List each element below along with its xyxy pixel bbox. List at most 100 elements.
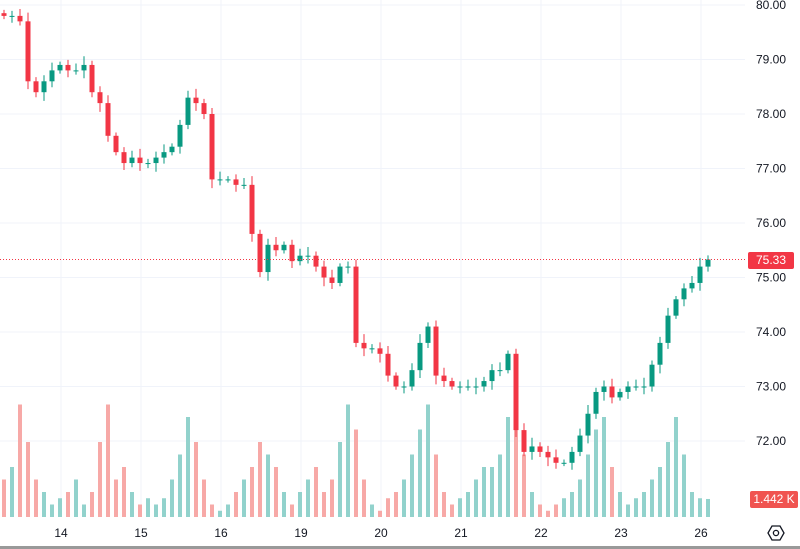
volume-bar [26,442,30,517]
volume-bar [18,404,22,517]
candle-body [489,370,495,382]
candle-body [105,103,111,136]
candle-body [561,462,567,464]
x-tick-label: 20 [374,526,388,540]
candle-body [353,266,359,343]
volume-bar [186,417,190,517]
volume-bar [578,479,582,517]
candle-body [81,64,87,71]
candle-body [1,13,7,16]
volume-bar [138,504,142,517]
candle-body [633,386,639,388]
volume-bar [554,504,558,517]
candle-body [321,266,327,278]
volume-bar [274,467,278,517]
candle-body [153,157,159,164]
volume-bar [210,504,214,517]
volume-bar [10,467,14,517]
volume-bar [394,492,398,517]
candle-body [9,15,15,17]
candle-body [585,413,591,436]
volume-bar [698,498,702,517]
volume-bar [690,492,694,517]
bottom-border [0,546,800,549]
last-price-label: 75.33 [748,252,794,269]
candle-body [297,255,303,262]
volume-bar [386,498,390,517]
x-tick-label: 14 [54,526,68,540]
volume-bar [74,479,78,517]
candle-body [241,184,247,186]
settings-gear-icon[interactable] [766,523,786,543]
candle-body [529,446,535,452]
candle-body [545,451,551,458]
volume-bar [194,442,198,517]
candle-body [273,244,279,251]
volume-bar [250,467,254,517]
candle-body [393,375,399,387]
volume-bar [682,454,686,517]
candle-body [521,430,527,452]
volume-bar [106,404,110,517]
candle-body [649,364,655,387]
volume-bar [466,492,470,517]
volume-bar [330,479,334,517]
candle-body [233,179,239,185]
volume-bar [82,504,86,517]
volume-bar [482,467,486,517]
candle-body [49,70,55,82]
candle-body [609,386,615,398]
volume-bar [114,479,118,517]
candle-body [97,92,103,104]
candle-body [665,315,671,343]
candle-body [257,233,263,273]
volume-bar [618,492,622,517]
candle-body [433,326,439,376]
volume-bar [122,467,126,517]
volume-bar [338,442,342,517]
candle-body [25,21,31,82]
volume-bar [642,492,646,517]
candle-body [113,135,119,153]
candle-body [513,353,519,431]
volume-bar [178,454,182,517]
candle-body [441,375,447,382]
candle-body [33,81,39,93]
candle-body [201,103,207,114]
candle-body [161,152,167,158]
candle-body [145,163,151,165]
candle-body [689,282,695,289]
candle-body [577,435,583,452]
candle-body [361,342,367,349]
candle-body [377,348,383,354]
candle-body [673,299,679,316]
candle-body [681,288,687,300]
x-tick-label: 22 [534,526,548,540]
candle-body [465,386,471,388]
candle-body [225,179,231,181]
volume-bar [306,479,310,517]
candle-body [313,255,319,267]
volume-bar [290,504,294,517]
volume-bar [258,442,262,517]
volume-bar [146,498,150,517]
volume-bar [602,417,606,517]
x-tick-label: 23 [614,526,628,540]
volume-bar [378,510,382,517]
candle-body [289,244,295,262]
volume-bar [706,498,710,517]
candle-body [217,179,223,181]
candle-body [329,277,335,283]
candle-body [601,386,607,392]
volume-bar [626,504,630,517]
last-volume-label: 1.442 K [750,491,798,508]
volume-bar [658,467,662,517]
y-tick-label: 76.00 [756,216,786,230]
candle-body [337,266,343,283]
candle-body [553,457,559,463]
volume-bar [90,492,94,517]
volume-bar [266,454,270,517]
volume-bar [586,454,590,517]
volume-bar [666,442,670,517]
